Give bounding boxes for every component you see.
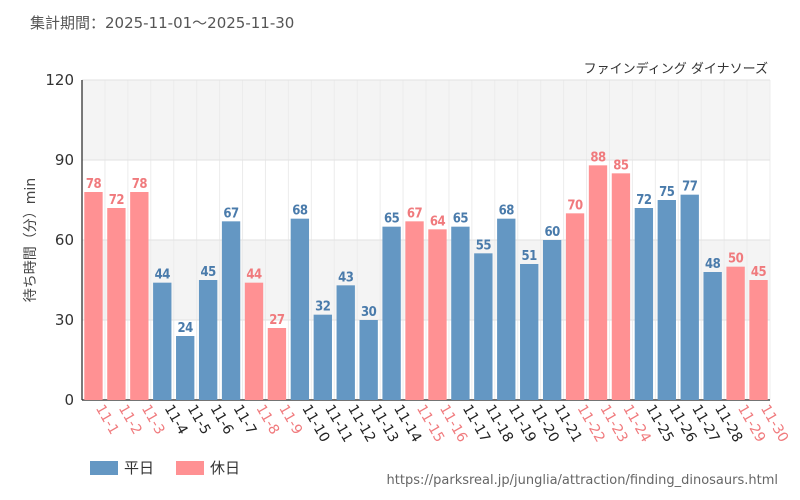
bar-value-label: 45	[200, 265, 216, 280]
bar	[474, 253, 493, 400]
bar-value-label: 27	[269, 313, 285, 328]
x-tick-label: 11-1	[92, 402, 122, 438]
bar-value-label: 44	[155, 268, 171, 283]
y-axis-label: 待ち時間（分）min	[23, 178, 39, 302]
y-tick-label: 120	[45, 71, 74, 89]
period-label: 集計期間：2025-11-01～2025-11-30	[30, 14, 295, 32]
x-tick-label: 11-3	[138, 402, 168, 438]
legend: 平日 休日	[90, 457, 262, 478]
bar-value-label: 67	[223, 206, 239, 221]
bar-value-label: 32	[315, 300, 331, 315]
y-tick-label: 60	[55, 231, 74, 249]
bar	[359, 320, 378, 400]
bar	[657, 200, 676, 400]
bar	[176, 336, 195, 400]
legend-swatch-weekday	[90, 460, 118, 475]
bar	[107, 208, 126, 400]
bar	[244, 282, 264, 400]
x-tick-label: 11-7	[230, 402, 260, 438]
legend-item-holiday: 休日	[176, 457, 240, 478]
bar-value-label: 24	[178, 321, 194, 336]
bar	[267, 328, 287, 400]
bar-value-label: 30	[361, 305, 377, 320]
bar	[130, 192, 149, 400]
y-tick-label: 0	[64, 391, 74, 409]
bar	[726, 266, 745, 400]
x-tick-label: 11-8	[253, 402, 283, 438]
bar	[497, 218, 516, 400]
bar	[565, 213, 585, 400]
bar	[405, 221, 424, 400]
chart-title: ファインディング ダイナソーズ	[584, 61, 768, 77]
bar	[588, 165, 608, 400]
bar-value-label: 64	[430, 214, 446, 229]
bar	[84, 192, 103, 400]
bar-value-label: 45	[751, 265, 767, 280]
bar-value-label: 65	[453, 212, 469, 227]
bar-value-label: 72	[109, 193, 125, 208]
bar	[680, 194, 699, 400]
bar-value-label: 60	[544, 225, 560, 240]
bar-value-label: 68	[499, 204, 515, 219]
y-tick-label: 30	[55, 311, 74, 329]
bar	[221, 221, 241, 400]
bar-value-label: 43	[338, 270, 354, 285]
bar-value-label: 48	[705, 257, 721, 272]
bar-value-label: 70	[567, 198, 583, 213]
bar-value-label: 78	[132, 177, 148, 192]
x-tick-label: 11-4	[161, 402, 191, 438]
bar	[611, 173, 631, 400]
bar-value-label: 51	[522, 249, 538, 264]
bar	[749, 280, 768, 400]
bar-value-label: 65	[384, 212, 400, 227]
bar	[336, 285, 355, 400]
bar-value-label: 68	[292, 204, 308, 219]
bar	[542, 240, 562, 400]
bar-value-label: 85	[613, 158, 629, 173]
x-tick-label: 11-9	[275, 402, 305, 438]
bar-value-label: 88	[590, 150, 606, 165]
bar	[703, 272, 722, 400]
bar-chart: 0 30 60 90 120 78 11-1 72 11-2 78 11-3 44 11-4 24 11-5…	[23, 61, 791, 445]
bar-value-label: 44	[246, 268, 262, 283]
bar	[382, 226, 401, 400]
bar-value-label: 55	[476, 238, 492, 253]
bar	[153, 282, 172, 400]
x-tick-label: 11-5	[184, 402, 214, 438]
bar-value-label: 77	[682, 180, 698, 195]
bar-value-label: 75	[659, 185, 675, 200]
bar	[520, 264, 539, 400]
bar-value-label: 72	[636, 193, 652, 208]
bar	[428, 229, 447, 400]
bar	[198, 280, 218, 400]
bar	[451, 226, 470, 400]
bar-value-label: 67	[407, 206, 423, 221]
y-tick-label: 90	[55, 151, 74, 169]
legend-swatch-holiday	[176, 460, 205, 475]
source-url: https://parksreal.jp/junglia/attraction/…	[386, 473, 778, 488]
x-tick-label: 11-6	[207, 402, 237, 438]
bar	[313, 314, 332, 400]
bar-value-label: 78	[86, 177, 102, 192]
legend-label-weekday: 平日	[124, 459, 155, 477]
bar	[290, 218, 310, 400]
bar-value-label: 50	[728, 252, 744, 267]
legend-item-weekday: 平日	[90, 457, 154, 478]
x-tick-label: 11-2	[115, 402, 145, 438]
bar	[634, 208, 654, 400]
legend-label-holiday: 休日	[210, 459, 241, 477]
